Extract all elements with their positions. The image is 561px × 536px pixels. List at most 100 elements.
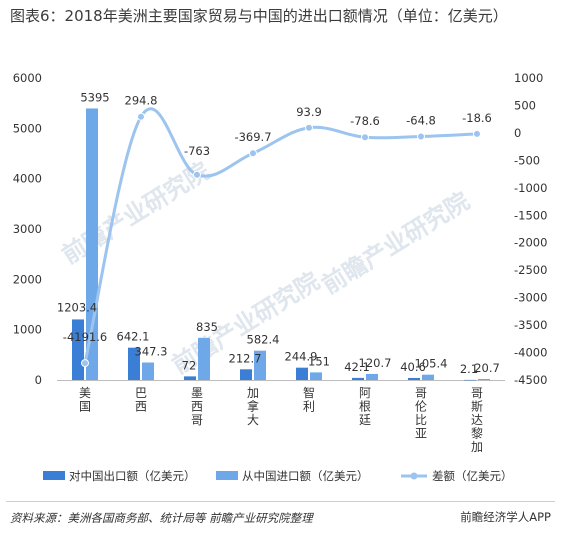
x-category-label: 黎 [471, 427, 483, 441]
balance-value-label: -4191.6 [63, 330, 107, 344]
import-value-label: 582.4 [247, 333, 280, 347]
bar-import [422, 374, 434, 380]
import-value-label: 151 [308, 354, 330, 368]
x-category-label: 哥 [415, 386, 427, 400]
x-category-label: 加 [471, 440, 483, 454]
source-note: 资料来源：美洲各国商务部、统计局等 前瞻产业研究院整理 [10, 511, 313, 525]
legend-swatch-import [216, 471, 238, 480]
y-right-tick-label: -2000 [514, 236, 547, 250]
balance-value-label: -18.6 [462, 111, 492, 125]
y-right-tick-label: 1000 [514, 71, 543, 85]
bar-import [142, 362, 154, 380]
x-category-label: 亚 [415, 427, 427, 441]
import-value-label: 347.3 [135, 345, 168, 359]
brand-label: 前瞻经济学人APP [460, 510, 551, 524]
bar-export [128, 347, 140, 380]
import-value-label: 120.7 [359, 356, 392, 370]
balance-point [249, 149, 257, 158]
watermark-text: 前瞻产业研究院 [57, 157, 214, 270]
y-left-tick-label: 2000 [13, 272, 42, 286]
legend-label-export: 对中国出口额（亿美元） [69, 469, 196, 483]
x-category-label: 大 [247, 413, 259, 427]
x-category-label: 巴 [135, 386, 147, 400]
y-left-tick-label: 4000 [13, 172, 42, 186]
y-right-tick-label: 0 [514, 126, 521, 140]
bar-export [296, 367, 308, 380]
x-category-label: 比 [415, 413, 427, 427]
x-category-label: 根 [359, 400, 371, 414]
y-right-tick-label: -3000 [514, 291, 547, 305]
y-left-tick-label: 6000 [13, 71, 42, 85]
export-value-label: 42.1 [344, 360, 370, 374]
balance-point [81, 359, 89, 368]
export-value-label: 212.7 [229, 351, 262, 365]
import-value-label: 5395 [80, 90, 109, 104]
x-category-label: 哥 [191, 413, 203, 427]
y-left-tick-label: 1000 [13, 323, 42, 337]
bar-export [464, 379, 476, 381]
bar-import [478, 378, 490, 380]
x-category-label: 西 [135, 400, 147, 414]
x-category-label: 达 [471, 413, 483, 427]
x-category-label: 西 [191, 400, 203, 414]
balance-line [83, 107, 478, 364]
x-category-label: 拿 [247, 399, 259, 414]
balance-value-label: 294.8 [125, 94, 158, 108]
bar-export [240, 369, 252, 380]
y-right-tick-label: -4000 [514, 346, 547, 360]
y-right-tick-label: -1000 [514, 181, 547, 195]
export-value-label: 2.1 [460, 362, 478, 376]
y-right-tick-label: -2500 [514, 263, 547, 277]
import-value-label: 20.7 [474, 361, 500, 375]
bar-export [408, 377, 420, 380]
balance-point [361, 133, 369, 142]
import-value-label: 105.4 [415, 357, 448, 371]
y-right-tick-label: -3500 [514, 318, 547, 332]
balance-point [193, 170, 201, 179]
x-category-label: 利 [303, 400, 315, 414]
bar-export [184, 376, 196, 380]
balance-point [417, 132, 425, 141]
y-right-tick-label: -500 [514, 153, 540, 167]
y-right-tick-label: -4500 [514, 373, 547, 387]
chart-title: 图表6：2018年美洲主要国家贸易与中国的进出口额情况（单位：亿美元） [10, 7, 508, 25]
export-value-label: 244.9 [285, 350, 318, 364]
y-left-tick-label: 0 [35, 373, 42, 387]
y-left-tick-label: 3000 [13, 222, 42, 236]
x-category-label: 阿 [359, 386, 371, 400]
bar-export [72, 319, 84, 380]
balance-value-label: -369.7 [234, 130, 271, 144]
x-category-label: 美 [79, 386, 91, 400]
bar-import [310, 372, 322, 380]
legend-label-import: 从中国进口额（亿美元） [242, 469, 369, 483]
balance-value-label: -78.6 [350, 114, 380, 128]
import-value-label: 835 [196, 320, 218, 334]
x-category-label: 国 [79, 400, 91, 414]
export-value-label: 1203.4 [57, 300, 97, 314]
balance-point [473, 129, 481, 138]
bar-import [366, 373, 378, 380]
balance-value-label: -64.8 [406, 113, 436, 127]
y-right-tick-label: -1500 [514, 208, 547, 222]
bar-export [352, 377, 364, 380]
export-value-label: 72 [182, 358, 197, 372]
balance-point [137, 112, 145, 121]
x-category-label: 伦 [415, 399, 427, 414]
legend-swatch-export [43, 471, 65, 480]
x-category-label: 智 [303, 385, 315, 400]
watermark-text: 前瞻产业研究院 [317, 187, 474, 300]
export-value-label: 642.1 [117, 330, 150, 344]
bar-import [198, 337, 210, 380]
x-category-label: 加 [247, 386, 259, 400]
balance-value-label: 93.9 [296, 105, 322, 119]
bar-import [254, 350, 266, 380]
y-left-tick-label: 5000 [13, 121, 42, 135]
export-value-label: 40.6 [400, 360, 426, 374]
y-right-tick-label: 500 [514, 98, 536, 112]
x-category-label: 哥 [471, 386, 483, 400]
balance-value-label: -763 [184, 144, 210, 158]
legend-label-balance: 差额（亿美元） [432, 469, 513, 483]
balance-point [305, 123, 313, 132]
x-category-label: 廷 [359, 413, 371, 427]
